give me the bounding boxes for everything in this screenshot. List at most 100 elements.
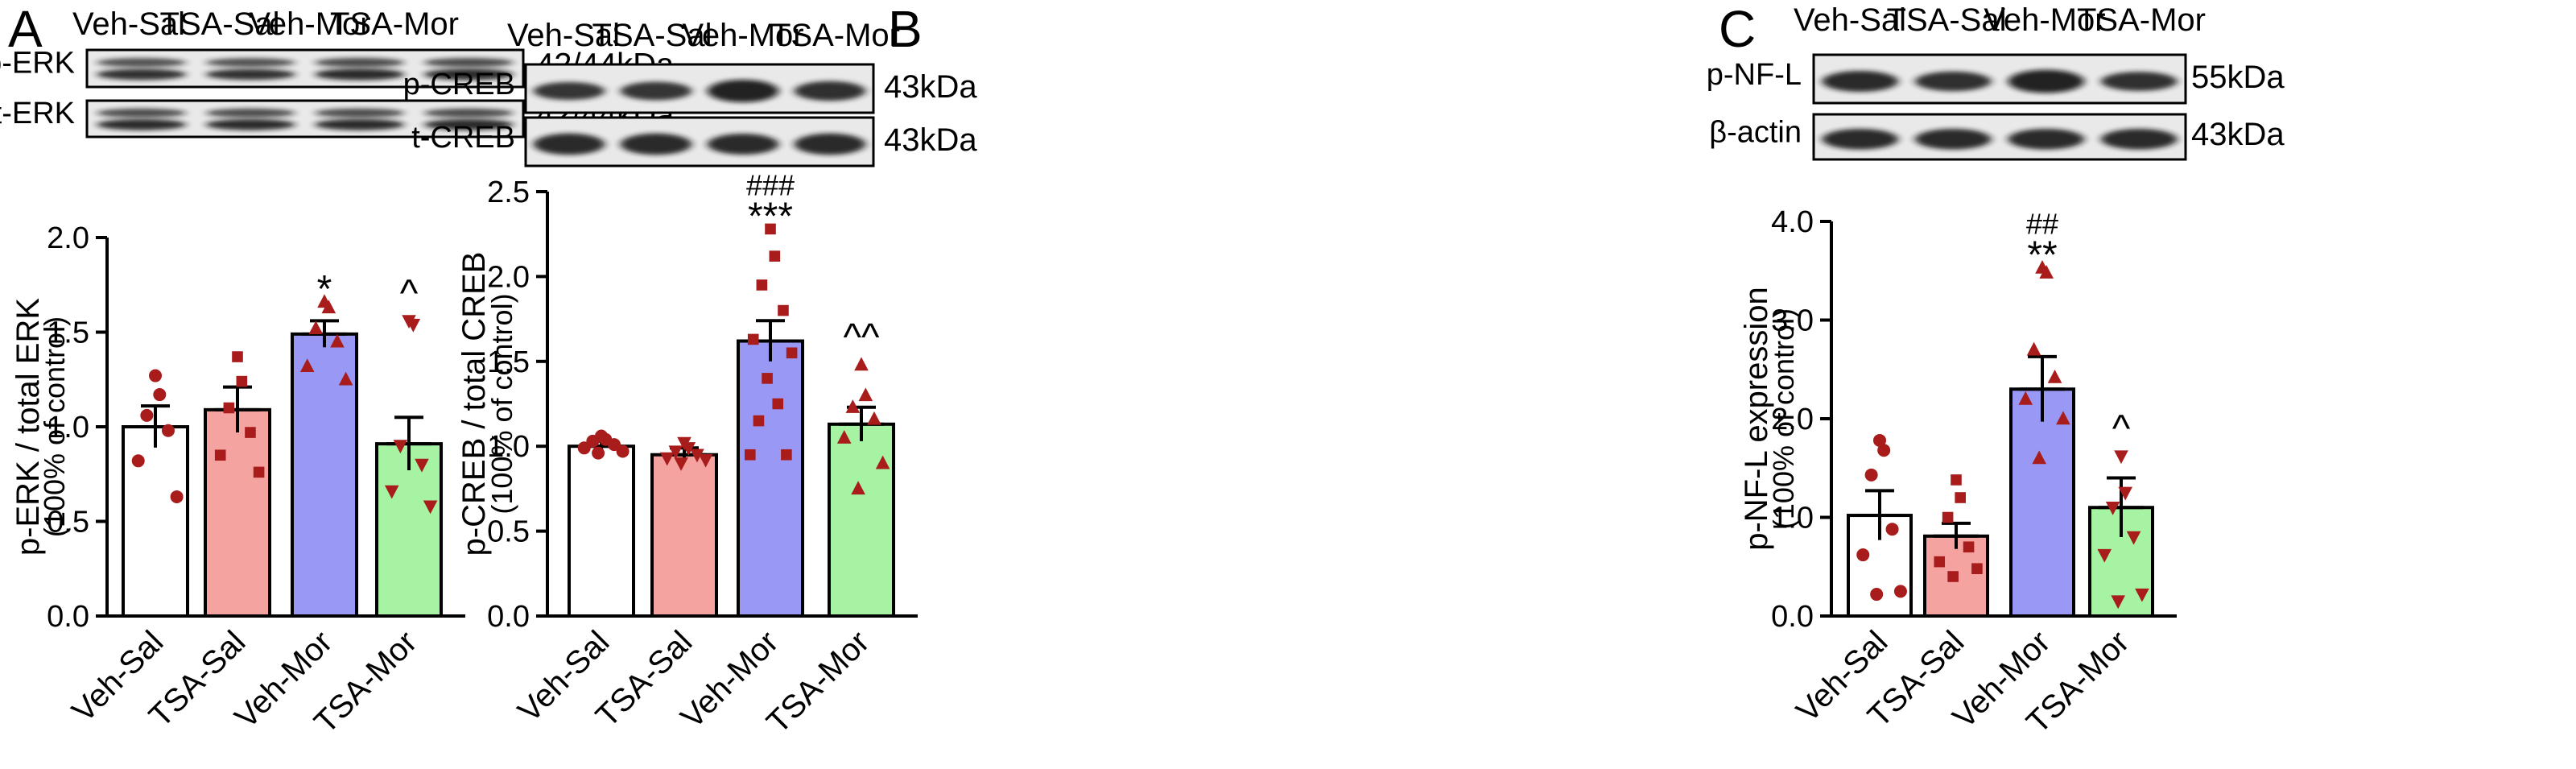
blot-band bbox=[97, 118, 187, 130]
data-point bbox=[1942, 511, 1954, 523]
y-tick-label: 1.0 bbox=[487, 430, 530, 464]
data-point bbox=[858, 387, 873, 402]
data-point bbox=[836, 430, 852, 444]
bar-group-tsa-mor bbox=[2088, 450, 2154, 618]
data-point bbox=[2018, 391, 2033, 405]
lane-label: TSA-Sal bbox=[160, 6, 280, 42]
lane-label: TSA-Sal bbox=[1887, 2, 2007, 38]
blot-size-label: 43kDa bbox=[2191, 117, 2285, 152]
blot-band bbox=[205, 118, 295, 130]
blot-row-label: β-actin bbox=[1709, 116, 1802, 150]
blot-band bbox=[533, 133, 605, 155]
y-tick-label: 1.0 bbox=[47, 411, 89, 444]
data-point bbox=[781, 449, 792, 461]
y-tick-label: 0.0 bbox=[487, 600, 530, 634]
bar bbox=[828, 422, 895, 618]
data-point bbox=[330, 333, 345, 348]
data-point bbox=[2026, 341, 2041, 356]
y-tick-label: 2.5 bbox=[487, 176, 530, 209]
significance-marker: ^ bbox=[2112, 408, 2131, 451]
y-axis-sublabel: (100% of control) bbox=[1767, 308, 1800, 529]
y-axis-label: p-ERK / total ERK bbox=[10, 298, 46, 556]
data-point bbox=[1971, 563, 1983, 574]
data-point bbox=[308, 320, 324, 334]
blot-band bbox=[1914, 71, 1992, 92]
data-point bbox=[698, 453, 713, 468]
bar-group-tsa-sal bbox=[204, 351, 271, 618]
blot-row-label: t-ERK bbox=[0, 97, 75, 130]
data-point bbox=[236, 375, 248, 387]
y-tick-label: 2.0 bbox=[487, 260, 530, 294]
data-point bbox=[423, 500, 438, 515]
data-point bbox=[2032, 450, 2046, 465]
lane-label: Veh-Sal bbox=[507, 18, 620, 53]
bar bbox=[375, 442, 443, 618]
data-point bbox=[1963, 541, 1975, 553]
data-point bbox=[851, 481, 865, 495]
data-point bbox=[1877, 444, 1891, 457]
blot-band bbox=[533, 81, 605, 101]
blot-size-label: 55kDa bbox=[2191, 60, 2285, 95]
blot-band bbox=[2008, 129, 2085, 150]
significance-marker-secondary: ### bbox=[746, 168, 795, 201]
y-tick-label: 1.0 bbox=[1771, 502, 1814, 535]
blot-band bbox=[423, 108, 514, 118]
blot-band bbox=[205, 68, 295, 81]
data-point bbox=[170, 490, 184, 503]
y-axis-label: p-CREB / total CREB bbox=[456, 252, 492, 556]
blot-band bbox=[620, 81, 692, 101]
bar bbox=[650, 453, 718, 618]
lane-label: Veh-Sal bbox=[72, 6, 185, 42]
y-tick-label: 1.5 bbox=[487, 345, 530, 379]
data-point bbox=[747, 333, 759, 345]
bar-group-veh-sal bbox=[122, 369, 189, 618]
data-point bbox=[214, 449, 226, 461]
data-point bbox=[2097, 548, 2112, 563]
data-point bbox=[690, 449, 704, 463]
data-point bbox=[875, 455, 890, 469]
y-tick-label: 2.0 bbox=[1771, 403, 1814, 436]
bar bbox=[1923, 534, 1989, 618]
blot-band bbox=[794, 81, 866, 101]
data-point bbox=[1856, 548, 1870, 562]
blot-size-label: 43kDa bbox=[884, 69, 977, 105]
blot-band bbox=[205, 58, 295, 68]
data-point bbox=[753, 415, 765, 427]
significance-marker: ** bbox=[2027, 234, 2057, 277]
data-point bbox=[1893, 585, 1907, 598]
blot-band bbox=[423, 68, 514, 81]
y-tick-label: 1.5 bbox=[47, 316, 89, 350]
significance-marker: *** bbox=[748, 195, 793, 238]
data-point bbox=[131, 454, 145, 468]
data-point bbox=[2056, 411, 2070, 425]
data-point bbox=[2126, 531, 2141, 545]
panel-letter-a: A bbox=[8, 0, 43, 58]
data-point bbox=[161, 424, 175, 437]
blot-band bbox=[315, 57, 405, 68]
data-point bbox=[223, 402, 235, 414]
blot-strip bbox=[85, 48, 525, 89]
bar-group-tsa-sal bbox=[1923, 474, 1989, 618]
data-point bbox=[762, 373, 773, 384]
data-point bbox=[845, 399, 861, 413]
significance-marker: * bbox=[317, 268, 332, 311]
data-point bbox=[681, 442, 696, 456]
data-point bbox=[415, 458, 429, 473]
data-point bbox=[769, 250, 781, 262]
blot-row-label: t-CREB bbox=[411, 121, 515, 155]
blot-frame bbox=[85, 48, 525, 89]
data-point bbox=[1947, 571, 1959, 582]
blot-band bbox=[707, 134, 779, 155]
data-point bbox=[2105, 502, 2120, 515]
bar bbox=[204, 407, 271, 618]
bar bbox=[2009, 387, 2075, 618]
data-point bbox=[867, 411, 881, 425]
blot-band bbox=[2008, 69, 2085, 93]
bar bbox=[122, 425, 189, 618]
data-point bbox=[1864, 468, 1878, 482]
y-axis-sublabel: (100% of control) bbox=[38, 316, 71, 537]
y-tick-label: 0.5 bbox=[487, 515, 530, 549]
data-point bbox=[393, 440, 408, 454]
significance-marker: ^^ bbox=[843, 316, 880, 359]
blot-frame bbox=[85, 99, 525, 139]
